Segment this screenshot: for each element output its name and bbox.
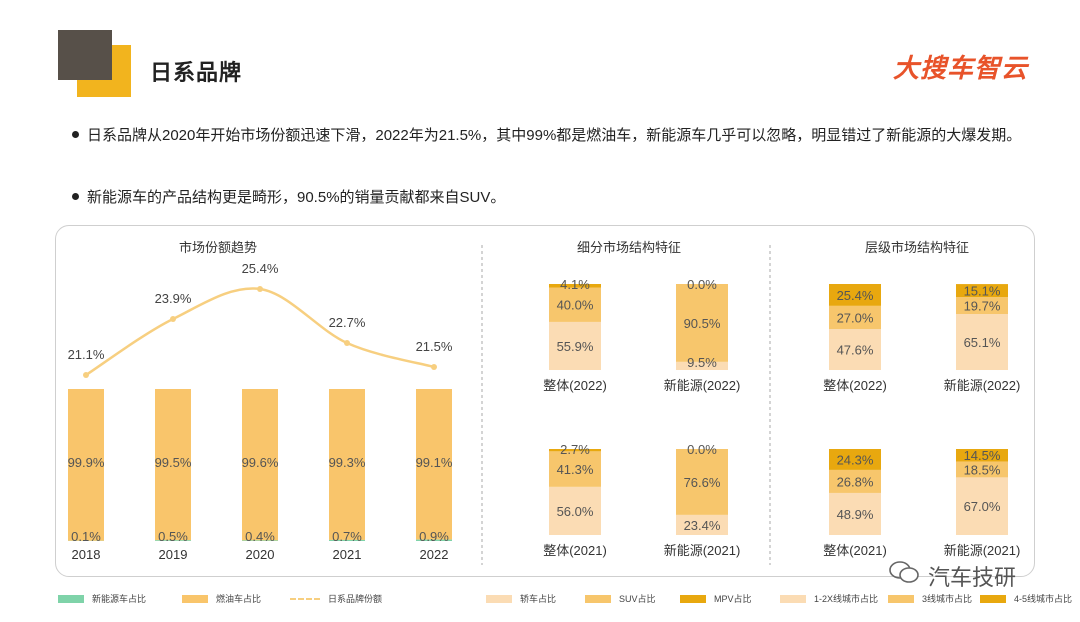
legend-label: 日系品牌份额 [328,594,383,604]
legend-suv: SUV占比 [585,592,656,605]
legend-nev: 新能源车占比 [58,592,146,605]
legend-swatch [680,594,706,603]
brand-logo: 大搜车智云 [893,53,1029,83]
bullet-2: 新能源车的产品结构更是畸形，90.5%的销量贡献都来自SUV。 [72,184,1032,211]
legend-swatch [58,594,84,603]
legend-line-swatch [290,597,320,600]
wechat-icon [889,561,919,583]
legend-label: 新能源车占比 [92,594,147,604]
logo-square-gray [58,30,112,80]
bullet-1: 日系品牌从2020年开始市场份额迅速下滑，2022年为21.5%，其中99%都是… [72,122,1032,149]
legend-swatch [182,594,208,603]
legend-tier45: 4-5线城市占比 [980,592,1072,605]
legend-label: 3线城市占比 [922,594,973,604]
legend-label: 1-2X线城市占比 [814,594,879,604]
legend-tier12: 1-2X线城市占比 [780,592,878,605]
legend-swatch [585,594,611,603]
legend-swatch [780,594,806,603]
legend-mpv: MPV占比 [680,592,752,605]
bullet-dot-icon [72,192,79,200]
legend-label: 轿车占比 [520,594,557,604]
legend-swatch [486,594,512,603]
legend-label: SUV占比 [619,594,656,604]
bullet-dot-icon [72,130,79,138]
chart-panel [55,225,1035,577]
legend-share: 日系品牌份额 [290,592,382,605]
legend-fuel: 燃油车占比 [182,592,261,605]
legend-label: 燃油车占比 [216,594,262,604]
bullet-1-text: 日系品牌从2020年开始市场份额迅速下滑，2022年为21.5%，其中99%都是… [87,127,1022,144]
legend-label: 4-5线城市占比 [1014,594,1073,604]
page-title: 日系品牌 [150,60,243,85]
legend-label: MPV占比 [714,594,752,604]
account-name: 汽车技研 [928,565,1017,590]
bullet-2-text: 新能源车的产品结构更是畸形，90.5%的销量贡献都来自SUV。 [87,189,506,206]
legend-sedan: 轿车占比 [486,592,556,605]
legend-swatch [888,594,914,603]
legend-tier3: 3线城市占比 [888,592,972,605]
legend-swatch [980,594,1006,603]
